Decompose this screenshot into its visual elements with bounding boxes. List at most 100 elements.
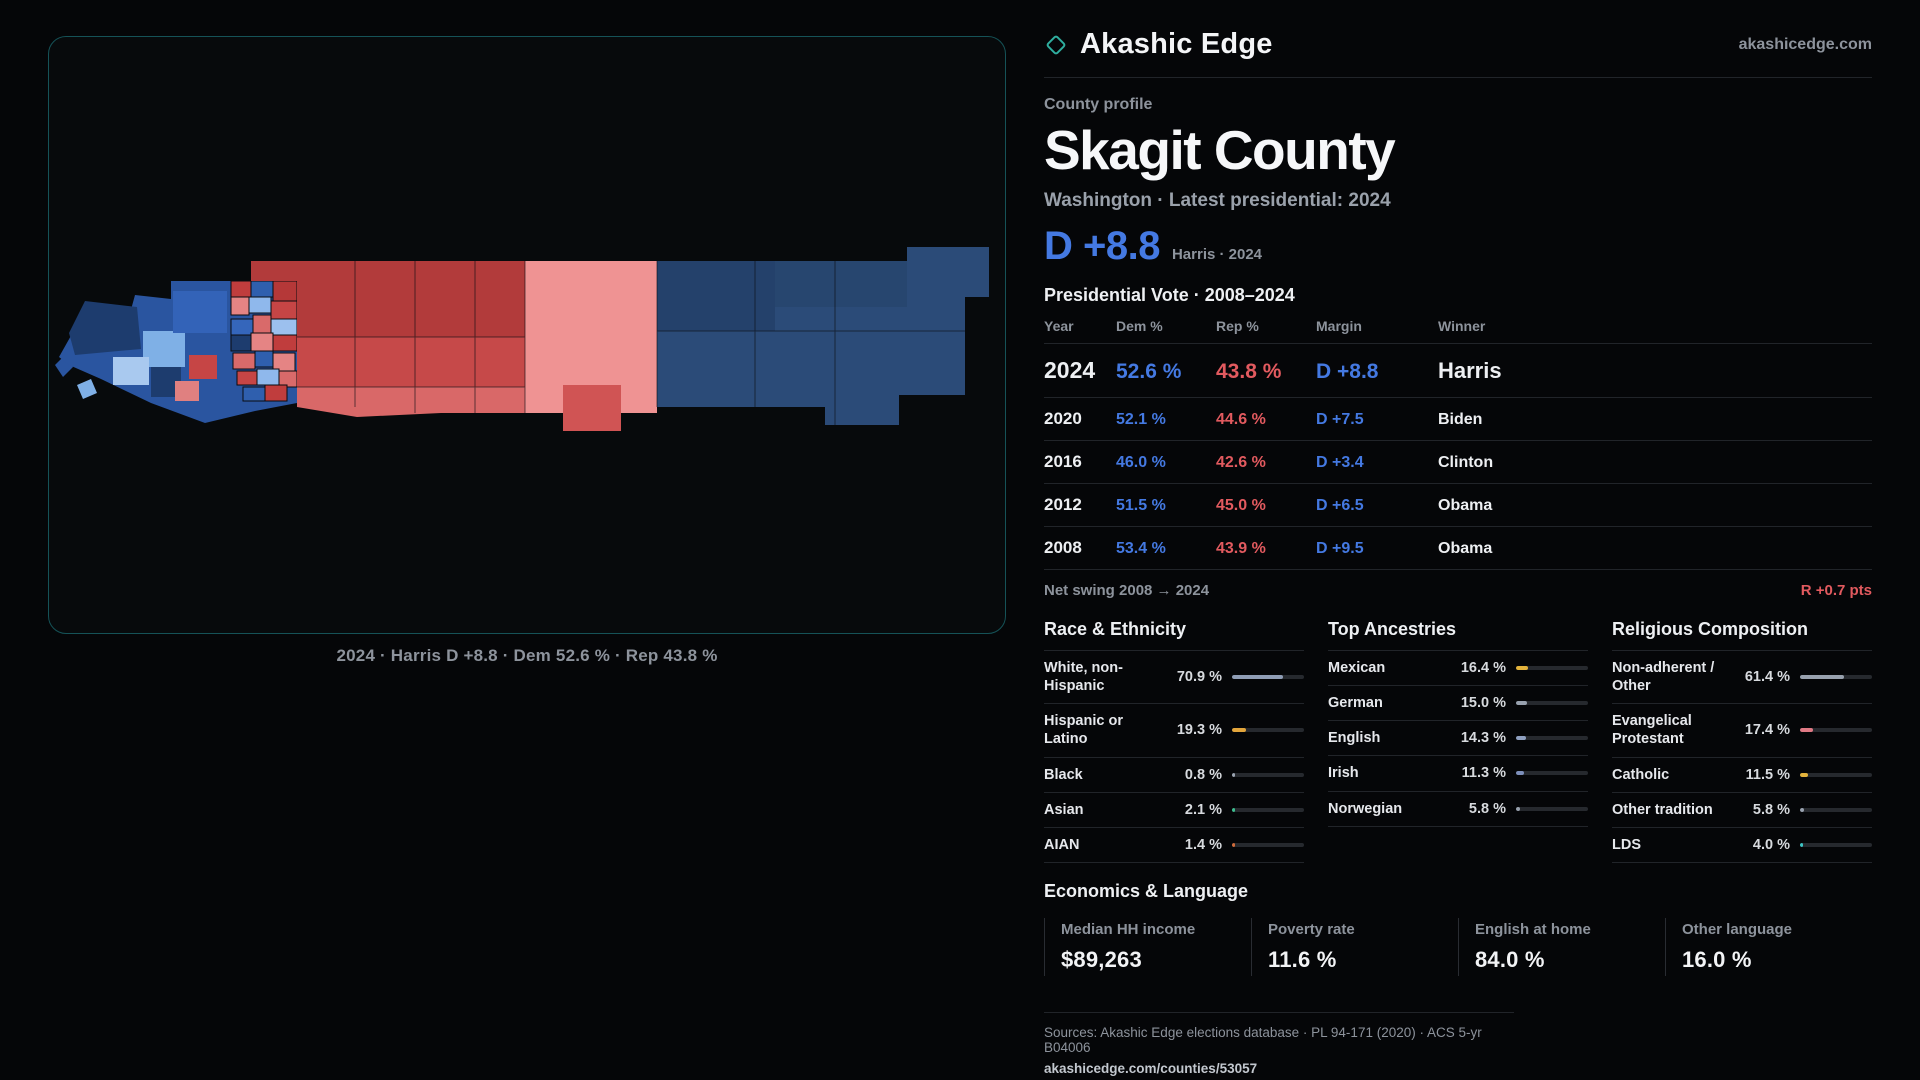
footer-permalink[interactable]: akashicedge.com/counties/53057 bbox=[1044, 1060, 1258, 1076]
race-value: 0.8 % bbox=[1184, 766, 1222, 783]
net-swing-value: R +0.7 pts bbox=[1800, 582, 1872, 599]
vote-table-row: 2024 52.6 % 43.8 % D +8.8 Harris bbox=[1044, 343, 1872, 397]
religion-label: Non-adherent / Other bbox=[1612, 660, 1715, 695]
kicker: County profile bbox=[1044, 96, 1153, 113]
vote-margin: D +7.5 bbox=[1316, 411, 1364, 428]
county-profile-panel: Akashic Edge akashicedge.com County prof… bbox=[1044, 28, 1872, 1076]
ancestry-item: English 14.3 % bbox=[1328, 721, 1588, 757]
col-dem: Dem % bbox=[1116, 318, 1163, 334]
vote-dem-pct: 52.1 % bbox=[1116, 411, 1166, 428]
county-precinct-map bbox=[55, 247, 989, 431]
religion-label: Catholic bbox=[1612, 766, 1670, 783]
race-bar bbox=[1232, 728, 1304, 733]
stat-label: Median HH income bbox=[1061, 920, 1196, 938]
brand-name: Akashic Edge bbox=[1080, 28, 1273, 60]
religion-value: 4.0 % bbox=[1752, 836, 1790, 853]
stat-label: English at home bbox=[1475, 920, 1591, 938]
stat-value: 84.0 % bbox=[1475, 946, 1545, 972]
race-label: Black bbox=[1044, 766, 1083, 783]
race-item: Black 0.8 % bbox=[1044, 758, 1304, 793]
vote-table-row: 2012 51.5 % 45.0 % D +6.5 Obama bbox=[1044, 483, 1872, 526]
col-rep: Rep % bbox=[1216, 318, 1259, 334]
religion-item: LDS 4.0 % bbox=[1612, 828, 1872, 863]
vote-table-body: 2024 52.6 % 43.8 % D +8.8 Harris 2020 52… bbox=[1044, 343, 1872, 569]
ancestry-bar bbox=[1516, 771, 1588, 776]
race-value: 70.9 % bbox=[1176, 669, 1222, 686]
headline-margin: D +8.8 bbox=[1044, 224, 1160, 268]
diamond-logo-icon bbox=[1046, 35, 1066, 54]
stat-value: 16.0 % bbox=[1682, 946, 1752, 972]
religion-item: Other tradition 5.8 % bbox=[1612, 793, 1872, 828]
brand: Akashic Edge bbox=[1044, 28, 1273, 61]
ancestry-value: 16.4 % bbox=[1460, 660, 1506, 677]
vote-dem-pct: 51.5 % bbox=[1116, 497, 1166, 514]
ancestry-label: Mexican bbox=[1328, 660, 1386, 676]
race-item: Hispanic or Latino 19.3 % bbox=[1044, 704, 1304, 758]
ancestry-value: 15.0 % bbox=[1460, 695, 1506, 712]
vote-margin: D +3.4 bbox=[1316, 454, 1364, 471]
ancestry-bar bbox=[1516, 701, 1588, 706]
religion-bar bbox=[1800, 728, 1872, 733]
col-winner: Winner bbox=[1438, 318, 1486, 334]
race-value: 19.3 % bbox=[1176, 722, 1222, 739]
race-label: White, non-Hispanic bbox=[1044, 660, 1123, 695]
race-label: Hispanic or Latino bbox=[1044, 713, 1123, 748]
ancestry-label: Irish bbox=[1328, 765, 1359, 782]
page-title: Skagit County bbox=[1044, 119, 1396, 181]
ancestry-value: 14.3 % bbox=[1460, 730, 1506, 747]
religion-item: Non-adherent / Other 61.4 % bbox=[1612, 651, 1872, 705]
religion-value: 5.8 % bbox=[1752, 801, 1790, 818]
vote-rep-pct: 45.0 % bbox=[1216, 497, 1266, 514]
ancestry-item: German 15.0 % bbox=[1328, 686, 1588, 722]
race-bar bbox=[1232, 675, 1304, 680]
stat-box: English at home 84.0 % bbox=[1458, 917, 1665, 976]
vote-table-row: 2008 53.4 % 43.9 % D +9.5 Obama bbox=[1044, 526, 1872, 569]
col-year: Year bbox=[1044, 318, 1074, 334]
race-item: White, non-Hispanic 70.9 % bbox=[1044, 651, 1304, 705]
religion-label: LDS bbox=[1612, 836, 1641, 853]
vote-table-title: Presidential Vote · 2008–2024 bbox=[1044, 285, 1295, 305]
race-value: 1.4 % bbox=[1184, 836, 1222, 853]
net-swing-row: Net swing 2008 → 2024 R +0.7 pts bbox=[1044, 569, 1872, 609]
headline-note: Harris · 2024 bbox=[1171, 246, 1263, 263]
vote-rep-pct: 43.8 % bbox=[1216, 360, 1282, 383]
ancestry-bar bbox=[1516, 736, 1588, 741]
race-bar bbox=[1232, 807, 1304, 812]
site-domain-link[interactable]: akashicedge.com bbox=[1738, 35, 1872, 53]
race-item: AIAN 1.4 % bbox=[1044, 828, 1304, 863]
ancestry-item: Irish 11.3 % bbox=[1328, 756, 1588, 792]
religion-item: Catholic 11.5 % bbox=[1612, 758, 1872, 793]
footer: Sources: Akashic Edge elections database… bbox=[1044, 1011, 1514, 1076]
ancestry-bar bbox=[1516, 806, 1588, 811]
ancestry-item: Mexican 16.4 % bbox=[1328, 651, 1588, 687]
ancestries-title: Top Ancestries bbox=[1328, 611, 1588, 651]
stat-label: Poverty rate bbox=[1268, 920, 1355, 938]
vote-year: 2024 bbox=[1044, 357, 1096, 383]
religion-label: Other tradition bbox=[1612, 801, 1713, 818]
stat-value: $89,263 bbox=[1061, 946, 1142, 972]
vote-winner: Harris bbox=[1438, 358, 1502, 383]
vote-dem-pct: 53.4 % bbox=[1116, 540, 1166, 557]
vote-winner: Clinton bbox=[1438, 454, 1494, 471]
net-swing-label: Net swing 2008 → 2024 bbox=[1044, 582, 1210, 599]
vote-year: 2020 bbox=[1044, 409, 1082, 428]
footer-sources: Sources: Akashic Edge elections database… bbox=[1044, 1024, 1482, 1055]
religion-value: 61.4 % bbox=[1744, 669, 1790, 686]
race-label: AIAN bbox=[1044, 836, 1080, 853]
ancestries-column: Top Ancestries Mexican 16.4 % German 15.… bbox=[1328, 611, 1588, 863]
religion-column: Religious Composition Non-adherent / Oth… bbox=[1612, 611, 1872, 863]
map-panel bbox=[48, 36, 1006, 634]
vote-year: 2016 bbox=[1044, 452, 1082, 471]
vote-margin: D +9.5 bbox=[1316, 540, 1364, 557]
vote-year: 2008 bbox=[1044, 538, 1082, 557]
religion-bar bbox=[1800, 772, 1872, 777]
economics-stats: Median HH income $89,263 Poverty rate 11… bbox=[1044, 917, 1872, 976]
vote-margin: D +8.8 bbox=[1316, 360, 1379, 383]
race-value: 2.1 % bbox=[1184, 801, 1222, 818]
subtitle: Washington · Latest presidential: 2024 bbox=[1044, 190, 1391, 211]
stat-box: Median HH income $89,263 bbox=[1044, 917, 1251, 976]
vote-table-row: 2016 46.0 % 42.6 % D +3.4 Clinton bbox=[1044, 440, 1872, 483]
religion-bar bbox=[1800, 842, 1872, 847]
ancestry-item: Norwegian 5.8 % bbox=[1328, 792, 1588, 827]
vote-table-row: 2020 52.1 % 44.6 % D +7.5 Biden bbox=[1044, 397, 1872, 440]
